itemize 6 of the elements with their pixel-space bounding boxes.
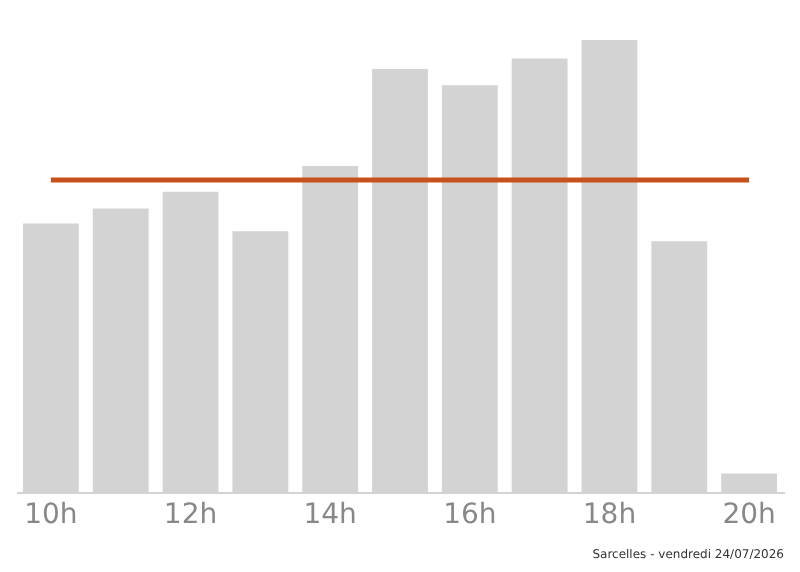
x-tick-label: 10h xyxy=(24,499,78,531)
x-tick-label: 18h xyxy=(582,499,637,531)
x-tick-label: 20h xyxy=(722,499,776,531)
x-tick-label: 12h xyxy=(163,499,218,531)
x-tick-label: 14h xyxy=(303,499,357,531)
x-tick-label: 16h xyxy=(443,499,497,531)
